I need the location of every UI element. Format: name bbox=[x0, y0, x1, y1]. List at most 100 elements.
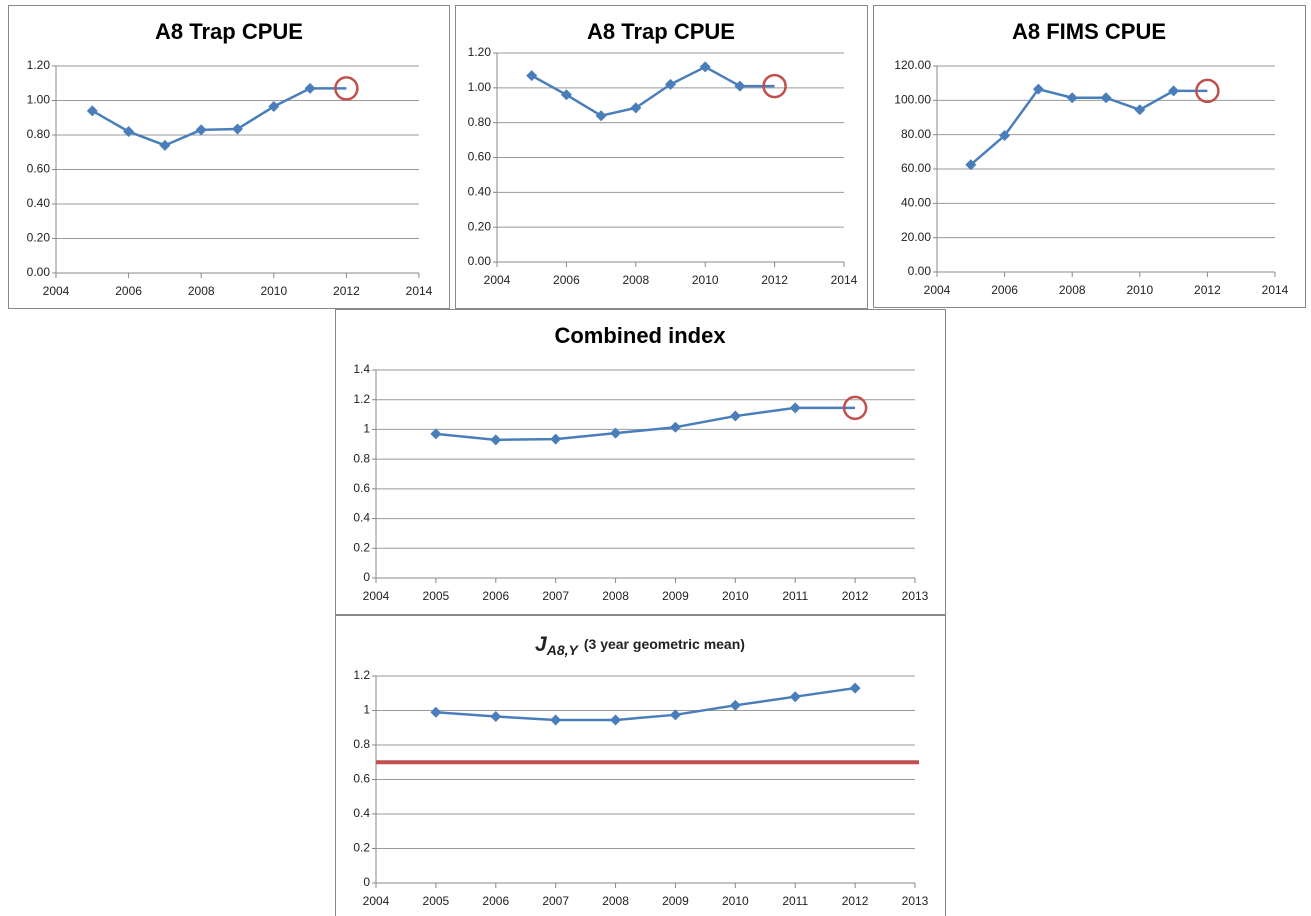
x-tick-label: 2007 bbox=[542, 894, 569, 908]
y-tick-label: 0 bbox=[363, 570, 370, 584]
title-subscript: A8,Y bbox=[546, 642, 580, 658]
data-point bbox=[268, 101, 280, 113]
y-tick-label: 1 bbox=[363, 703, 370, 717]
x-tick-label: 2004 bbox=[484, 273, 511, 287]
x-tick-label: 2013 bbox=[902, 589, 929, 603]
x-tick-label: 2010 bbox=[692, 273, 719, 287]
data-point bbox=[1100, 92, 1112, 104]
x-tick-label: 2005 bbox=[423, 894, 450, 908]
y-tick-label: 0.8 bbox=[353, 737, 370, 751]
y-tick-label: 1 bbox=[363, 422, 370, 436]
y-tick-label: 0.6 bbox=[353, 481, 370, 495]
chart-title: A8 Trap CPUE bbox=[155, 19, 303, 44]
x-tick-label: 2007 bbox=[542, 589, 569, 603]
y-tick-label: 0.80 bbox=[468, 115, 492, 129]
chart-title: Combined index bbox=[554, 323, 726, 348]
x-tick-label: 2008 bbox=[1059, 283, 1086, 297]
x-tick-label: 2012 bbox=[842, 589, 869, 603]
y-tick-label: 0.60 bbox=[468, 150, 492, 164]
x-tick-label: 2004 bbox=[363, 894, 390, 908]
data-point bbox=[430, 428, 442, 440]
x-tick-label: 2006 bbox=[553, 273, 580, 287]
chart-title: A8 FIMS CPUE bbox=[1012, 19, 1166, 44]
x-tick-label: 2010 bbox=[1126, 283, 1153, 297]
data-point bbox=[669, 421, 681, 433]
highlight-circle bbox=[762, 73, 787, 99]
data-point bbox=[304, 82, 316, 94]
data-point bbox=[729, 410, 741, 422]
y-tick-label: 1.00 bbox=[468, 80, 492, 94]
data-point bbox=[789, 402, 801, 414]
y-tick-label: 1.20 bbox=[27, 58, 51, 72]
data-point bbox=[1168, 85, 1180, 97]
y-tick-label: 0.40 bbox=[27, 196, 51, 210]
panel bbox=[335, 309, 946, 615]
data-point bbox=[665, 78, 676, 90]
data-point bbox=[729, 699, 741, 711]
panel bbox=[335, 615, 946, 916]
data-line bbox=[531, 65, 775, 117]
y-tick-label: 60.00 bbox=[901, 161, 931, 175]
data-point bbox=[232, 123, 243, 135]
y-tick-label: 0.40 bbox=[468, 185, 492, 199]
panel bbox=[8, 5, 450, 309]
title-main: J bbox=[535, 633, 548, 656]
data-line bbox=[969, 87, 1208, 166]
highlight-circle bbox=[842, 395, 868, 421]
x-tick-label: 2008 bbox=[602, 589, 629, 603]
data-point bbox=[965, 159, 977, 171]
data-point bbox=[430, 706, 442, 718]
y-tick-label: 0.80 bbox=[27, 127, 51, 141]
panel bbox=[873, 5, 1306, 308]
y-tick-label: 0.00 bbox=[27, 265, 51, 279]
chart-title: A8 Trap CPUE bbox=[587, 19, 735, 44]
x-tick-label: 2009 bbox=[662, 589, 689, 603]
highlight-circle bbox=[334, 76, 359, 101]
data-line bbox=[435, 406, 856, 442]
x-tick-label: 2006 bbox=[482, 589, 509, 603]
data-point bbox=[560, 89, 572, 101]
x-tick-label: 2006 bbox=[115, 284, 142, 298]
x-tick-label: 2010 bbox=[260, 284, 287, 298]
x-tick-label: 2004 bbox=[43, 284, 70, 298]
x-tick-label: 2013 bbox=[902, 894, 929, 908]
data-point bbox=[550, 714, 562, 726]
data-point bbox=[595, 110, 607, 122]
data-point bbox=[1134, 104, 1146, 116]
x-tick-label: 2008 bbox=[602, 894, 629, 908]
x-tick-label: 2014 bbox=[406, 284, 433, 298]
y-tick-label: 0.60 bbox=[27, 162, 51, 176]
y-tick-label: 1.20 bbox=[468, 45, 492, 59]
x-tick-label: 2014 bbox=[1262, 283, 1289, 297]
x-tick-label: 2006 bbox=[482, 894, 509, 908]
data-point bbox=[610, 427, 622, 439]
x-tick-label: 2014 bbox=[831, 273, 858, 287]
subtitle: (3 year geometric mean) bbox=[584, 636, 745, 652]
y-tick-label: 40.00 bbox=[901, 196, 931, 210]
x-tick-label: 2012 bbox=[333, 284, 360, 298]
y-tick-label: 0.00 bbox=[908, 264, 932, 278]
data-point bbox=[159, 139, 171, 151]
y-tick-label: 1.2 bbox=[353, 392, 370, 406]
x-tick-label: 2005 bbox=[423, 589, 450, 603]
x-tick-label: 2006 bbox=[991, 283, 1018, 297]
y-tick-label: 0 bbox=[363, 875, 370, 889]
data-point bbox=[86, 105, 98, 117]
y-tick-label: 0.4 bbox=[353, 806, 370, 820]
y-tick-label: 1.4 bbox=[353, 362, 370, 376]
x-tick-label: 2012 bbox=[1194, 283, 1221, 297]
y-tick-label: 100.00 bbox=[894, 93, 931, 107]
data-point bbox=[630, 102, 642, 114]
x-tick-label: 2011 bbox=[782, 589, 808, 603]
chart-title: JA8,Y (3 year geometric mean) bbox=[535, 633, 745, 658]
y-tick-label: 120.00 bbox=[894, 58, 931, 72]
data-point bbox=[490, 434, 502, 446]
x-tick-label: 2004 bbox=[363, 589, 390, 603]
x-tick-label: 2009 bbox=[662, 894, 689, 908]
data-point bbox=[999, 130, 1011, 142]
y-tick-label: 1.2 bbox=[353, 668, 370, 682]
y-tick-label: 80.00 bbox=[901, 127, 931, 141]
data-line bbox=[91, 87, 347, 147]
x-tick-label: 2010 bbox=[722, 589, 749, 603]
